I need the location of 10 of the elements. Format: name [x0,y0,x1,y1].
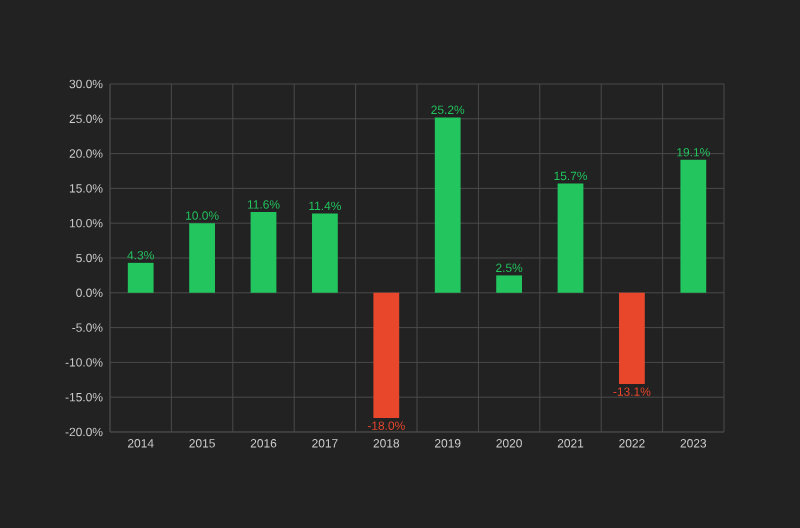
bar [496,275,522,293]
bar [189,223,215,293]
bar [127,262,154,293]
bar [619,292,645,384]
bar [373,292,400,419]
bar [557,183,584,293]
bar [680,159,707,293]
bar [250,212,277,293]
bar [312,213,338,293]
bar [434,117,461,293]
